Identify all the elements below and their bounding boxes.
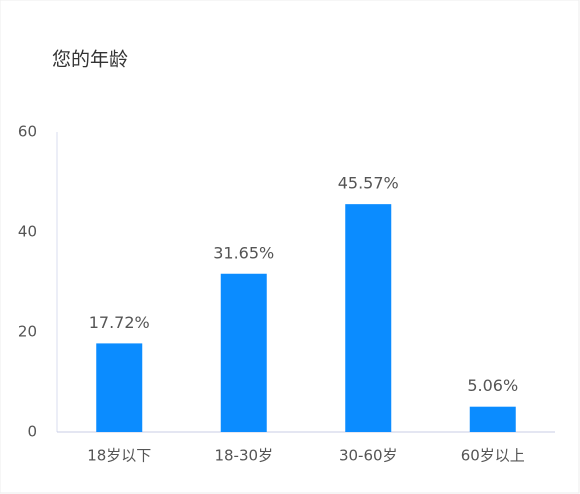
bar bbox=[220, 273, 267, 432]
x-tick-label: 60岁以上 bbox=[461, 447, 525, 465]
chart-title: 您的年龄 bbox=[52, 49, 128, 71]
value-label: 5.06% bbox=[467, 376, 518, 395]
bar bbox=[96, 343, 143, 432]
y-tick-label: 0 bbox=[27, 423, 37, 441]
bar bbox=[345, 204, 392, 432]
x-tick-label: 18-30岁 bbox=[214, 447, 273, 465]
value-label: 45.57% bbox=[338, 174, 399, 193]
value-label: 31.65% bbox=[213, 243, 274, 262]
x-tick-label: 18岁以下 bbox=[87, 447, 151, 465]
bar bbox=[469, 406, 516, 432]
x-tick-label: 30-60岁 bbox=[339, 447, 398, 465]
value-label: 17.72% bbox=[89, 313, 150, 332]
y-tick-label: 60 bbox=[18, 123, 37, 141]
y-tick-label: 40 bbox=[18, 223, 37, 241]
y-tick-label: 20 bbox=[18, 323, 37, 341]
